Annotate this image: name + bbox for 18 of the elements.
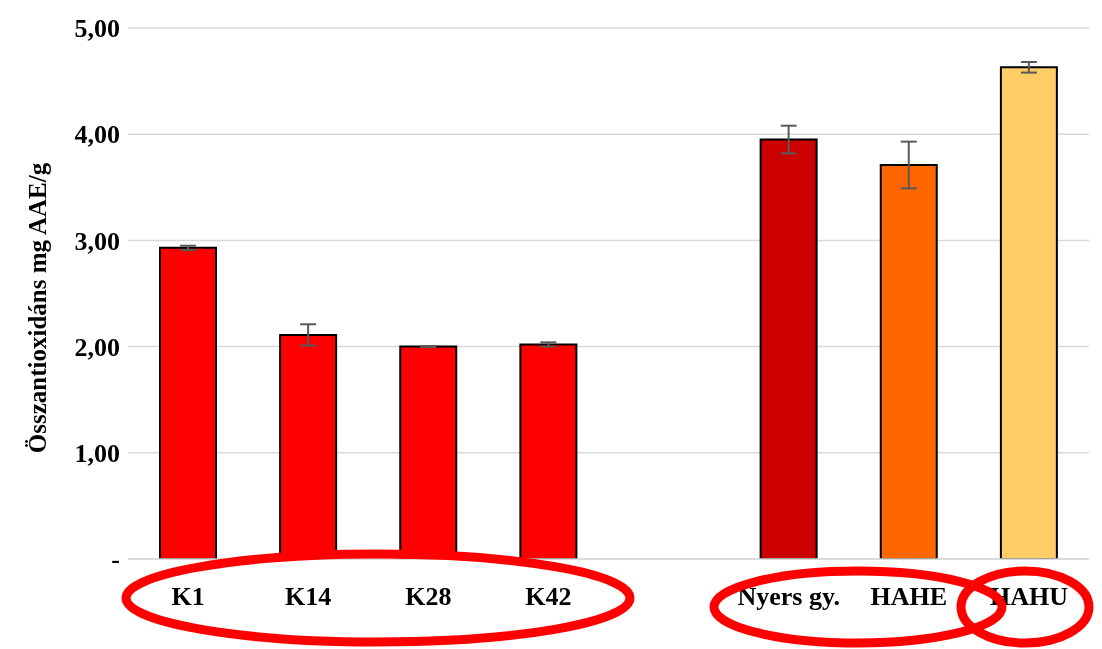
y-tick-label: 2,00 [74,332,120,362]
y-tick-label: - [111,545,120,575]
bar [159,246,217,559]
y-tick-label: 1,00 [74,439,120,469]
y-tick-label: 3,00 [74,226,120,256]
y-tick-label: 5,00 [74,14,120,44]
bar [759,138,818,559]
y-tick-label: 4,00 [74,120,120,150]
x-tick-label: HAHE [870,582,948,612]
x-tick-label: K14 [285,582,332,612]
x-tick-label: K28 [405,582,452,612]
x-tick-label: K1 [171,582,205,612]
bar [519,343,578,559]
x-tick-label: K42 [525,582,572,612]
y-axis-title: Összantioxidáns mg AAE/g [24,162,51,454]
x-tick-label: Nyers gy. [737,582,840,612]
bar [999,66,1058,559]
bar [879,164,938,559]
